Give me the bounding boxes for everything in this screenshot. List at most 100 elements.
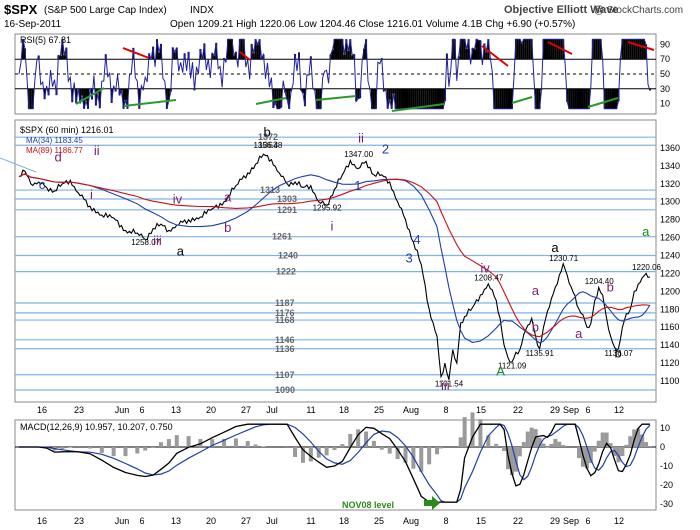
price-annotation: 1136.07 [604,349,633,358]
x-tick-label-bottom: 11 [306,516,315,526]
x-tick-label-bottom: 15 [476,516,486,526]
x-tick-label: 11 [306,405,315,415]
price-annotation: 1258.07 [131,238,160,247]
wave-label: i [90,187,93,202]
price-series-line [18,153,651,380]
macd-hist-bar [293,447,298,457]
rsi-trend-green [511,96,533,104]
y-tick-label: 1320 [660,179,680,189]
macd-hist-bar [612,447,617,457]
x-tick-label: 29 [550,405,560,415]
y-tick-label: 1200 [660,286,680,296]
rsi-layer: 10 30 50 70 90 [15,38,670,112]
x-axis-layer: 16 16 23 23 Jun Jun 6 6 13 13 20 20 27 27 Jul Jul 11 11 18… [37,405,624,526]
price-annotation: 1347.00 [344,150,373,159]
rsi-trend-green [587,97,619,108]
wave-label: b [532,320,539,335]
wave-label: iv [480,261,490,276]
x-tick-label-bottom: 29 [550,516,560,526]
macd-hist-bar [210,439,215,447]
x-tick-label: 27 [241,405,251,415]
level-label: 1222 [276,267,296,277]
x-tick-label: 15 [476,405,486,415]
x-tick-label-bottom: 6 [139,516,144,526]
wave-label: a [642,224,650,239]
price-annotation: 1135.91 [526,349,555,358]
x-tick-label: 25 [374,405,384,415]
x-tick-label: 13 [171,405,181,415]
macd-hist-bar [340,444,345,447]
ma89-line [18,173,651,338]
y-tick-label: 1180 [660,304,679,314]
y-tick-label: 1340 [660,161,680,171]
macd-hist-bar [135,447,140,454]
level-label: 1291 [277,205,297,215]
macd-hist-bar [364,431,369,447]
macd-title: MACD(12,26,9) 10.957, 10.207, 0.750 [20,422,173,432]
macd-hist-bar [640,434,645,447]
rsi-tick-label: 50 [660,69,670,79]
macd-layer: 10 0 -10 -20 -30 NOV08 level [15,412,673,510]
chart-index-name: (S&P 500 Large Cap Index) [44,5,167,16]
chart-watermark: Objective Elliott Wave [504,4,619,16]
macd-hist-bar [403,447,408,463]
chart-symbol: $SPX [4,2,38,17]
rsi-trend-red [122,47,150,59]
macd-hist-bar [324,447,329,456]
wave-label: b [224,220,231,235]
macd-hist-bar [222,438,227,447]
macd-hist-bar [494,443,499,447]
macd-hist-bar [166,439,171,447]
macd-hist-bar [502,447,507,452]
chart-credit: @ StockCharts.com [594,5,683,16]
wave-label: 1 [354,178,361,193]
x-tick-label-bottom: Sep [563,516,579,526]
macd-hist-bar [462,417,467,447]
level-label: 1107 [275,370,295,380]
level-label: 1313 [260,185,280,195]
rsi-tick-label: 10 [660,99,670,109]
x-tick-label-bottom: Jun [115,516,130,526]
macd-hist-bar [588,447,593,464]
x-tick-label: 12 [614,405,624,415]
rsi-tick-label: 70 [660,54,670,64]
rsi-tick-label: 90 [660,39,670,49]
macd-hist-bar [438,447,443,449]
x-tick-label-bottom: 18 [339,516,349,526]
macd-hist-bar [99,447,104,453]
price-layer: 1360 1340 1320 1300 1280 1260 1240 1220 1200 1180… [0,124,680,395]
rsi-trend-green [315,95,357,101]
macd-hist-bar [545,447,550,448]
rsi-trend-green [255,97,287,105]
x-tick-label-bottom: 20 [206,516,216,526]
macd-hist-bar [419,447,424,472]
macd-hist-bar [557,441,562,447]
chart-ohlc: Open 1209.21 High 1220.06 Low 1204.46 Cl… [170,19,575,30]
trend-line [0,157,37,173]
macd-hist-bar [486,435,491,447]
macd-hist-bar [561,445,566,447]
macd-tick-label: -20 [660,480,673,490]
wave-label: 2 [382,141,389,156]
macd-tick-label: -10 [660,461,673,471]
rsi-title: RSI(5) 67.81 [20,35,71,45]
y-tick-label: 1160 [660,322,679,332]
x-tick-label-bottom: Aug [403,516,419,526]
macd-hist-bar [371,440,376,447]
wave-label: c [39,177,46,192]
x-tick-label: 22 [513,405,523,415]
macd-line [19,423,650,503]
wave-label: iii [441,378,450,393]
macd-hist-bar [517,447,522,457]
macd-hist-bar [111,447,116,457]
level-label: 1187 [275,298,295,308]
level-label: 1303 [277,194,297,204]
x-tick-label: Jul [266,405,278,415]
wave-label: A [496,364,505,379]
macd-hist-bar [584,447,589,469]
wave-label: a [224,190,232,205]
macd-tick-label: 0 [660,442,665,452]
macd-hist-bar [553,438,558,447]
macd-hist-bar [68,447,73,448]
rsi-trend-red [239,51,251,61]
